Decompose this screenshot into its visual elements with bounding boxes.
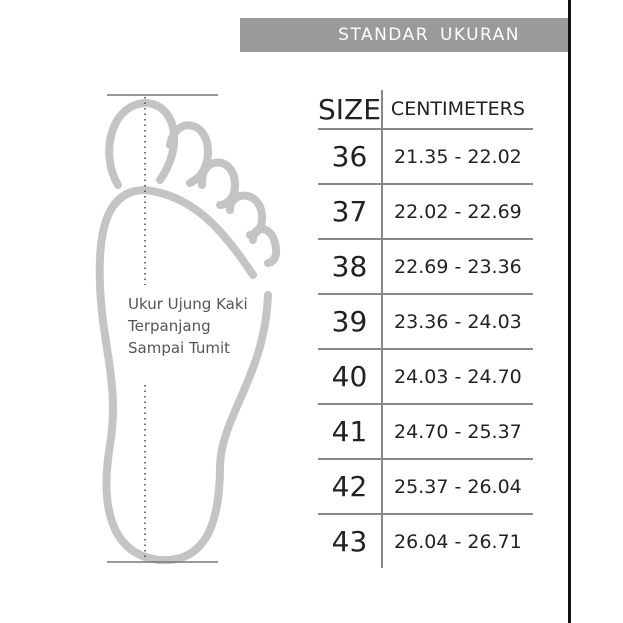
size-cell: 41 [318,403,382,459]
centimeters-cell: 21.35 - 22.02 [380,128,533,184]
centimeters-cell: 24.03 - 24.70 [380,348,533,404]
caption-line: Ukur Ujung Kaki [128,295,248,313]
centimeters-cell: 23.36 - 24.03 [380,293,533,349]
centimeters-cell: 26.04 - 26.71 [380,513,533,568]
size-cell: 43 [318,513,382,568]
table-row: 38 22.69 - 23.36 [318,238,533,294]
table-header: SIZE CENTIMETERS [318,90,533,129]
table-row: 36 21.35 - 22.02 [318,128,533,184]
size-cell: 40 [318,348,382,404]
caption-line: Terpanjang [128,317,211,335]
table-row: 42 25.37 - 26.04 [318,458,533,514]
centimeters-cell: 22.69 - 23.36 [380,238,533,294]
column-header-size: SIZE [318,92,381,126]
table-row: 43 26.04 - 26.71 [318,513,533,568]
border-line [568,0,571,623]
caption-line: Sampai Tumit [128,339,231,357]
centimeters-cell: 22.02 - 22.69 [380,183,533,239]
size-cell: 37 [318,183,382,239]
size-cell: 39 [318,293,382,349]
centimeters-cell: 24.70 - 25.37 [380,403,533,459]
column-header-centimeters: CENTIMETERS [380,90,533,129]
table-row: 41 24.70 - 25.37 [318,403,533,459]
measurement-instruction: Ukur Ujung Kaki Terpanjang Sampai Tumit [128,293,248,359]
table-row: 40 24.03 - 24.70 [318,348,533,404]
size-cell: 36 [318,128,382,184]
table-row: 39 23.36 - 24.03 [318,293,533,349]
size-table: SIZE CENTIMETERS 36 21.35 - 22.02 37 22.02 … [318,90,533,568]
size-cell: 38 [318,238,382,294]
page-title: STANDAR UKURAN [240,18,568,52]
table-row: 37 22.02 - 22.69 [318,183,533,239]
foot-outline-illustration [95,94,281,565]
centimeters-cell: 25.37 - 26.04 [380,458,533,514]
size-cell: 42 [318,458,382,514]
